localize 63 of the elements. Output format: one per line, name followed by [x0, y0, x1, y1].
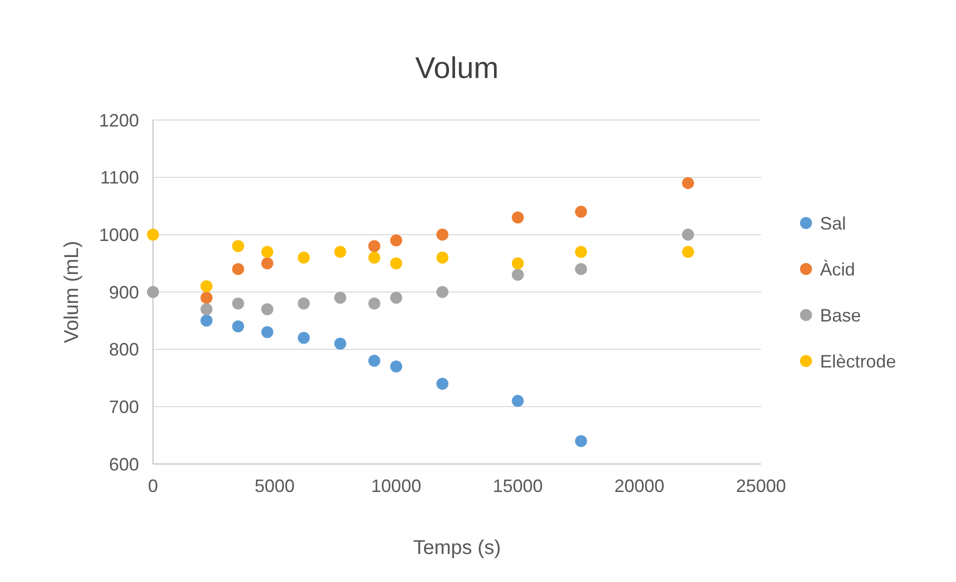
y-axis-title: Volum (mL) — [61, 240, 83, 344]
point — [200, 303, 213, 316]
y-tick-label: 1100 — [100, 168, 139, 188]
point — [512, 268, 524, 281]
point — [147, 286, 159, 298]
point — [200, 314, 213, 327]
point — [512, 257, 524, 270]
point — [261, 257, 274, 270]
x-tick-label: 25000 — [736, 476, 786, 496]
x-tick-label: 15000 — [492, 476, 543, 496]
point — [298, 332, 310, 344]
point — [436, 252, 448, 264]
point — [575, 435, 588, 448]
x-tick-label: 5000 — [254, 476, 295, 496]
point — [368, 252, 380, 264]
point — [390, 292, 402, 304]
y-tick-label: 1200 — [98, 110, 139, 130]
point — [682, 246, 694, 258]
legend-label: Elèctrode — [820, 351, 896, 372]
chart-title: Volum — [415, 52, 499, 85]
point — [390, 257, 402, 270]
point — [368, 297, 380, 310]
point — [261, 246, 274, 258]
point — [232, 320, 244, 332]
x-tick-label: 10000 — [371, 476, 422, 496]
point — [390, 360, 402, 373]
point — [512, 211, 524, 224]
point — [575, 206, 588, 218]
legend-label: Base — [820, 305, 862, 326]
point — [334, 338, 346, 350]
legend-label: Sal — [820, 213, 846, 234]
y-tick-label: 900 — [108, 282, 139, 302]
x-axis-title: Temps (s) — [413, 537, 501, 559]
point — [298, 297, 310, 310]
point — [436, 228, 448, 241]
x-tick-label: 0 — [148, 476, 158, 496]
point — [436, 286, 448, 298]
point — [334, 246, 346, 258]
point — [200, 292, 213, 304]
y-tick-label: 800 — [108, 340, 139, 360]
point — [232, 263, 244, 276]
point — [436, 378, 448, 390]
y-tick-label: 600 — [108, 454, 139, 474]
y-tick-label: 700 — [108, 396, 139, 417]
point — [232, 240, 244, 252]
point — [298, 252, 310, 264]
point — [682, 228, 694, 241]
point — [147, 228, 159, 241]
point — [200, 280, 213, 292]
point — [512, 394, 524, 407]
point — [575, 263, 588, 276]
point — [390, 234, 402, 246]
point — [232, 297, 244, 310]
x-tick-label: 20000 — [614, 476, 664, 496]
point — [261, 326, 274, 338]
point — [261, 303, 274, 316]
point — [682, 177, 694, 190]
y-tick-label: 1000 — [98, 224, 139, 245]
point — [368, 240, 380, 252]
point — [575, 246, 588, 258]
point — [334, 292, 346, 304]
point — [368, 354, 380, 367]
legend-label: Àcid — [820, 259, 856, 280]
